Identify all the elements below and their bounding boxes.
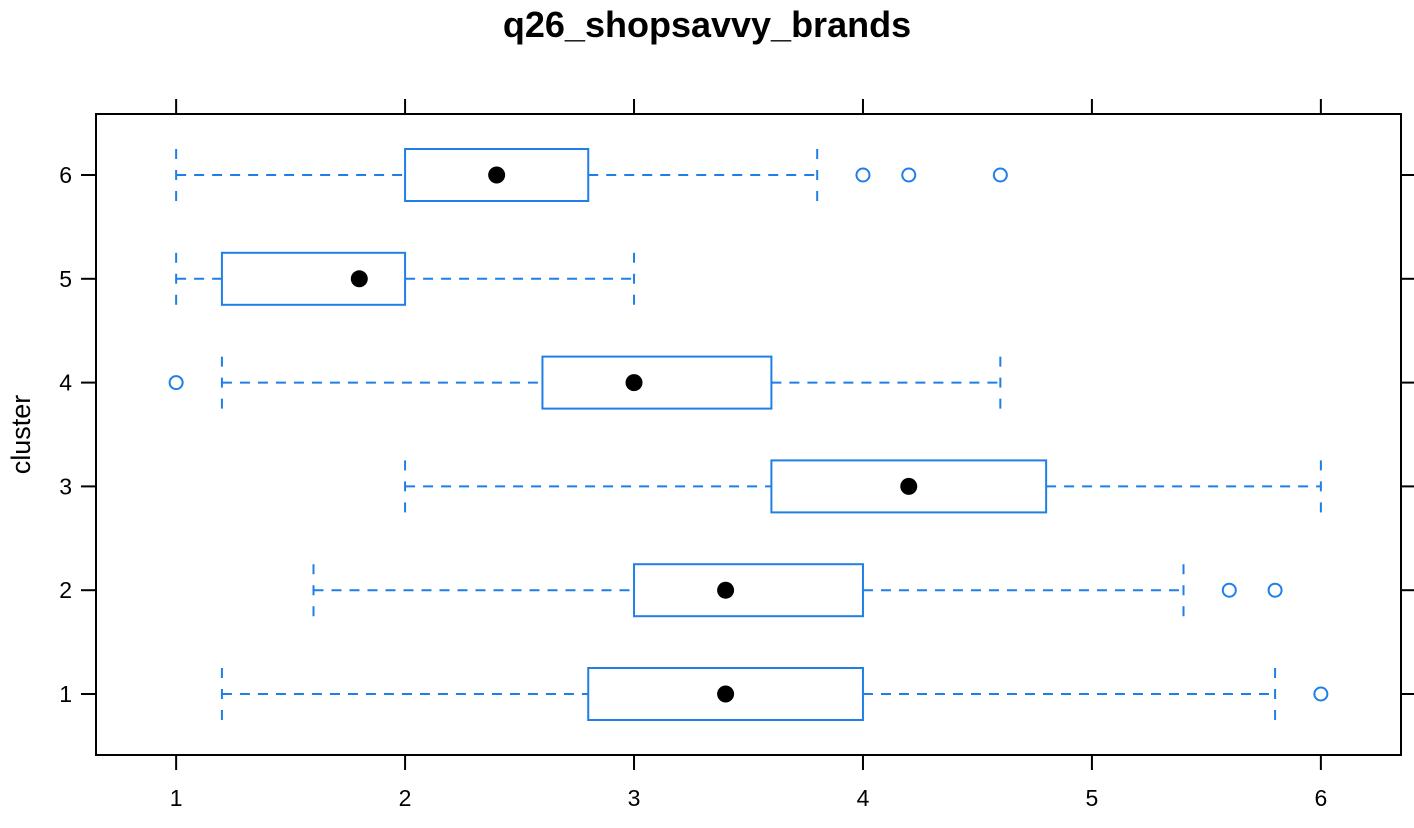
chart-title: q26_shopsavvy_brands	[502, 4, 912, 45]
outlier-point	[855, 167, 871, 183]
median-dot	[625, 374, 643, 392]
outlier-point	[1267, 582, 1283, 598]
y-axis-title: cluster	[6, 395, 36, 475]
outlier-point	[1221, 582, 1237, 598]
median-dot	[900, 477, 918, 495]
outlier-point	[992, 167, 1008, 183]
box-iqr	[404, 148, 590, 202]
x-tick-label: 2	[399, 785, 412, 811]
x-tick-label: 6	[1314, 785, 1327, 811]
median-dot	[717, 685, 735, 703]
median-dot	[488, 166, 506, 184]
outlier-point	[1313, 686, 1329, 702]
y-tick-label: 5	[59, 266, 72, 292]
x-tick-label: 3	[628, 785, 641, 811]
x-tick-label: 1	[170, 785, 183, 811]
box-iqr	[541, 355, 773, 410]
outlier-point	[168, 375, 184, 391]
plot-frame	[95, 113, 1402, 756]
median-dot	[350, 270, 368, 288]
y-tick-label: 1	[59, 681, 72, 707]
x-tick-label: 5	[1086, 785, 1099, 811]
box-iqr	[633, 563, 864, 618]
box-iqr	[587, 667, 864, 721]
x-tick-label: 4	[857, 785, 870, 811]
y-tick-label: 6	[59, 162, 72, 188]
y-tick-label: 3	[59, 473, 72, 499]
median-dot	[717, 581, 735, 599]
box-iqr	[220, 251, 407, 306]
y-tick-label: 2	[59, 577, 72, 603]
y-tick-label: 4	[59, 370, 72, 396]
outlier-point	[901, 167, 917, 183]
